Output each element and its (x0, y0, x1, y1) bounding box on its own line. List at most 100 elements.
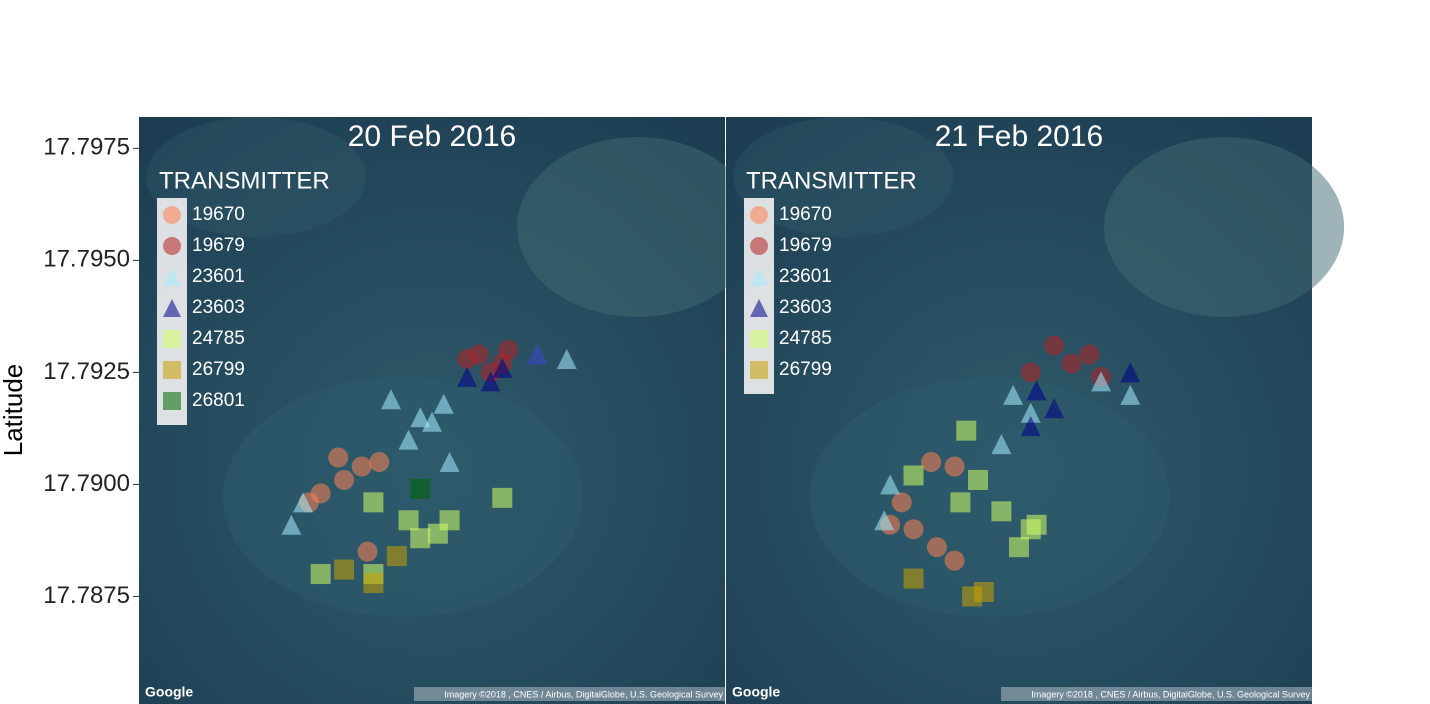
point (1120, 384, 1141, 405)
point (398, 429, 419, 450)
legend-key (163, 268, 181, 286)
point (926, 537, 947, 558)
legend-label: 19679 (192, 235, 245, 256)
point (410, 407, 431, 428)
point (351, 456, 372, 477)
legend-key (163, 392, 181, 410)
y-tick-label: 17.7975 (43, 134, 130, 161)
point (1026, 514, 1047, 535)
point (492, 357, 513, 378)
y-tick-label: 17.7925 (43, 358, 130, 385)
legend-title: TRANSMITTER (159, 167, 330, 194)
point (880, 474, 901, 495)
point (363, 492, 384, 513)
point (1020, 416, 1041, 437)
legend-label: 26799 (779, 359, 832, 380)
legend-label: 23601 (192, 266, 245, 287)
point (410, 478, 431, 499)
legend-label: 19670 (192, 204, 245, 225)
point (1091, 371, 1112, 392)
point (921, 452, 942, 473)
point (369, 452, 390, 473)
point (991, 434, 1012, 455)
legend-label: 24785 (779, 328, 832, 349)
point (433, 393, 454, 414)
point (891, 492, 912, 513)
point (363, 573, 384, 594)
attribution-bg (414, 687, 725, 701)
reef-patch (517, 137, 758, 317)
legend-key (750, 299, 768, 317)
legend-key (163, 330, 181, 348)
legend-label: 23601 (779, 266, 832, 287)
point (973, 581, 994, 602)
legend-key (163, 206, 181, 224)
point (439, 452, 460, 473)
point (386, 546, 407, 567)
panel-title: 21 Feb 2016 (935, 120, 1103, 153)
map-credit: Google (732, 684, 780, 700)
point (334, 559, 355, 580)
point (281, 514, 302, 535)
point (457, 366, 478, 387)
legend-label: 19670 (779, 204, 832, 225)
reef-patch (1104, 137, 1345, 317)
legend-key (163, 237, 181, 255)
point (334, 469, 355, 490)
point (903, 568, 924, 589)
map-credit: Google (145, 684, 193, 700)
point (1079, 344, 1100, 365)
legend-label: 26801 (192, 390, 245, 411)
point (1003, 384, 1024, 405)
legend-label: 19679 (779, 235, 832, 256)
point (1061, 353, 1082, 374)
legend-key (750, 237, 768, 255)
point (1026, 380, 1047, 401)
point (492, 487, 513, 508)
reef-patch (733, 117, 954, 237)
legend-label: 26799 (192, 359, 245, 380)
point (1120, 362, 1141, 383)
legend-label: 23603 (779, 297, 832, 318)
point (903, 465, 924, 486)
legend-label: 23603 (192, 297, 245, 318)
point (967, 469, 988, 490)
point (944, 550, 965, 571)
y-tick-label: 17.7900 (43, 470, 130, 497)
map-attribution: Imagery ©2018 , CNES / Airbus, DigitalGl… (444, 689, 723, 699)
point (944, 456, 965, 477)
point (357, 541, 378, 562)
point (293, 492, 314, 513)
y-axis-label: Latitude (0, 364, 28, 457)
legend-key (750, 206, 768, 224)
point (498, 340, 519, 361)
point (1020, 362, 1041, 383)
point (991, 501, 1012, 522)
point (398, 510, 419, 531)
point (310, 564, 331, 585)
legend-key (750, 330, 768, 348)
point (1020, 402, 1041, 423)
point (903, 519, 924, 540)
panel-title: 20 Feb 2016 (348, 120, 516, 153)
point (556, 348, 577, 369)
point (1009, 537, 1029, 558)
point (427, 523, 448, 544)
y-tick-label: 17.7875 (43, 582, 130, 609)
point (328, 447, 349, 468)
point (1044, 398, 1065, 419)
point (410, 528, 431, 549)
point (956, 420, 977, 441)
point (480, 371, 501, 392)
attribution-bg (1001, 687, 1312, 701)
point (527, 344, 548, 365)
legend-key (750, 268, 768, 286)
reef-patch (146, 117, 367, 237)
legend-key (750, 361, 768, 379)
reef-patch (222, 377, 583, 617)
point (422, 411, 442, 432)
y-tick-label: 17.7950 (43, 246, 130, 273)
point (380, 389, 401, 410)
point (1044, 335, 1065, 356)
